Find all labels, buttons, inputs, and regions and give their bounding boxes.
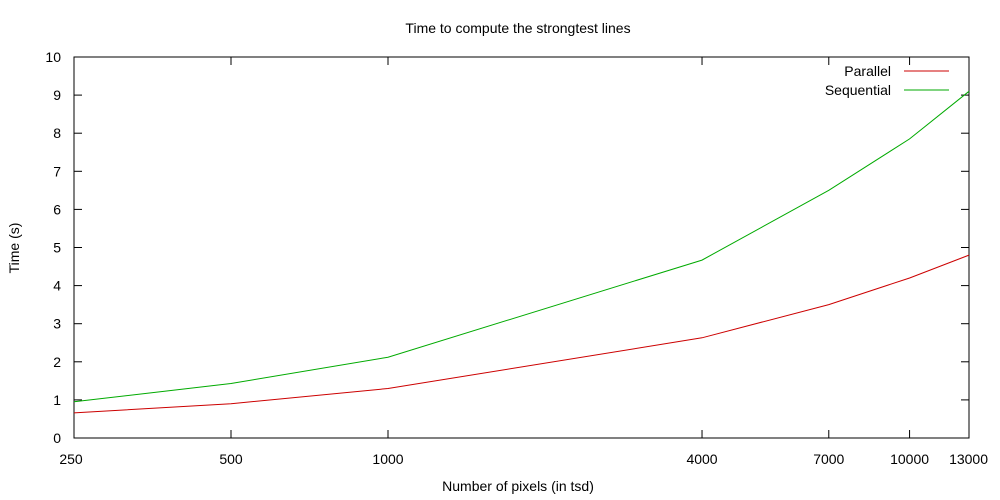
x-tick-label: 1000 xyxy=(372,451,403,467)
y-tick-label: 0 xyxy=(53,430,61,446)
y-tick-label: 3 xyxy=(53,316,61,332)
x-tick-label: 500 xyxy=(219,451,243,467)
y-tick-label: 10 xyxy=(45,49,61,65)
y-tick-label: 9 xyxy=(53,87,61,103)
x-tick-label: 4000 xyxy=(686,451,717,467)
x-tick-label: 10000 xyxy=(890,451,929,467)
y-tick-label: 5 xyxy=(53,240,61,256)
series-line-sequential xyxy=(73,90,970,403)
x-tick-label: 7000 xyxy=(813,451,844,467)
y-axis-ticks: 0 1 2 3 4 5 6 7 8 9 10 xyxy=(45,49,969,446)
series-line-parallel xyxy=(73,254,970,414)
chart-title: Time to compute the strongtest lines xyxy=(405,20,630,36)
x-tick-label: 13000 xyxy=(949,451,988,467)
y-axis-label: Time (s) xyxy=(6,223,22,274)
x-tick-label: 250 xyxy=(59,451,83,467)
plot-area-frame xyxy=(73,56,970,439)
x-axis-ticks: 250 500 1000 4000 7000 10000 13000 xyxy=(59,57,988,467)
legend-label-sequential: Sequential xyxy=(825,82,891,98)
x-axis-label: Number of pixels (in tsd) xyxy=(442,478,594,494)
legend-label-parallel: Parallel xyxy=(844,63,891,79)
legend: Parallel Sequential xyxy=(825,63,949,98)
y-tick-label: 1 xyxy=(53,392,61,408)
y-tick-label: 4 xyxy=(53,278,61,294)
y-tick-label: 7 xyxy=(53,163,61,179)
series-lines xyxy=(73,90,970,414)
y-tick-label: 8 xyxy=(53,125,61,141)
y-tick-label: 2 xyxy=(53,354,61,370)
y-tick-label: 6 xyxy=(53,201,61,217)
